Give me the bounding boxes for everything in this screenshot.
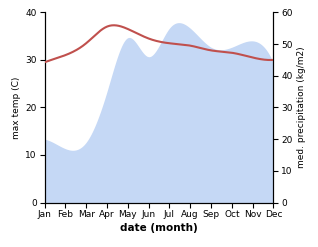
X-axis label: date (month): date (month) bbox=[120, 223, 198, 233]
Y-axis label: max temp (C): max temp (C) bbox=[12, 76, 21, 139]
Y-axis label: med. precipitation (kg/m2): med. precipitation (kg/m2) bbox=[297, 47, 306, 168]
